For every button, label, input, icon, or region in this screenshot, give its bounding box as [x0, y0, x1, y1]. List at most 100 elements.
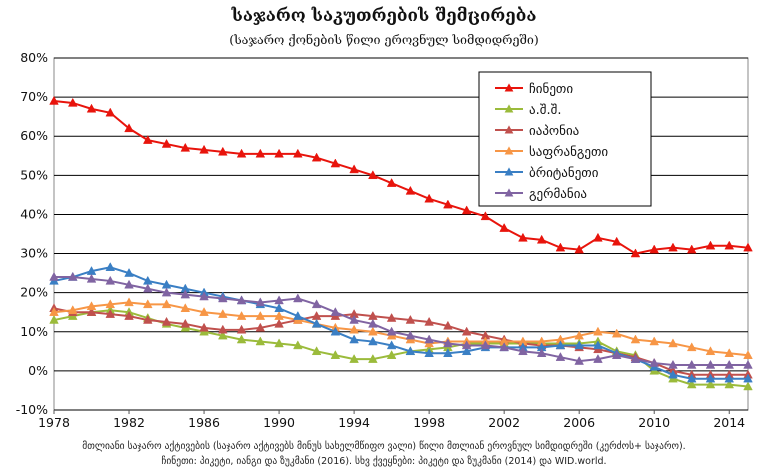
- data-point: [443, 320, 453, 330]
- series-line: [53, 307, 748, 376]
- data-point: [86, 301, 97, 311]
- data-point: [49, 271, 59, 281]
- data-point: [518, 232, 528, 242]
- data-point: [274, 303, 284, 313]
- data-point: [405, 314, 416, 324]
- data-point: [555, 352, 566, 361]
- data-point: [199, 144, 209, 154]
- legend-marker: [504, 146, 514, 155]
- x-tick-label: 2010: [638, 415, 670, 430]
- data-point: [593, 354, 603, 363]
- data-point: [49, 95, 59, 105]
- data-point: [311, 346, 322, 356]
- data-point: [705, 240, 716, 250]
- legend-item: გერმანია: [495, 187, 587, 202]
- x-tick-label: 1994: [338, 415, 370, 430]
- data-point: [330, 326, 341, 336]
- data-point: [330, 158, 341, 168]
- data-point: [274, 295, 284, 305]
- y-tick-label: 20%: [20, 285, 48, 300]
- footnote-line-1: მთლიანი საჯარო აქტივების (საჯარო აქტივებ…: [82, 441, 686, 452]
- data-point: [199, 322, 209, 332]
- data-point: [293, 148, 303, 158]
- data-point: [386, 340, 397, 350]
- data-point: [86, 103, 97, 113]
- data-point: [180, 303, 191, 313]
- data-point: [105, 262, 116, 271]
- data-point: [161, 299, 172, 309]
- data-point: [293, 293, 303, 303]
- data-point: [611, 328, 622, 338]
- chart-svg: -10% 0% 10% 20% 30% 40% 50% 60% 70% 80% 1978 1982 19…: [16, 50, 753, 430]
- data-point: [686, 373, 697, 383]
- data-point: [686, 359, 697, 369]
- data-point: [218, 293, 228, 303]
- data-point: [368, 326, 378, 336]
- data-point: [424, 316, 434, 326]
- data-point: [236, 311, 247, 320]
- legend-item: იაპონია: [495, 124, 579, 139]
- data-point: [236, 324, 247, 334]
- data-point: [218, 309, 228, 318]
- legend-box: [478, 71, 652, 207]
- data-point: [518, 346, 528, 356]
- x-tick-label: 1986: [188, 415, 220, 430]
- data-point: [743, 242, 753, 252]
- data-point: [255, 311, 266, 320]
- data-point: [536, 234, 547, 244]
- y-tick-label: 80%: [20, 50, 48, 65]
- data-point: [349, 324, 359, 334]
- legend-item: ბრიტანეთი: [495, 166, 599, 181]
- data-point: [67, 97, 78, 107]
- legend-marker: [504, 83, 514, 92]
- legend-item: ა.შ.შ.: [495, 103, 561, 118]
- legend-marker: [504, 125, 514, 134]
- data-point: [236, 295, 247, 305]
- data-point: [724, 348, 735, 357]
- data-point: [443, 338, 453, 348]
- data-point: [349, 334, 359, 344]
- data-point: [368, 336, 378, 346]
- data-point: [180, 289, 191, 299]
- data-point: [293, 340, 303, 350]
- data-point: [293, 311, 303, 320]
- data-point: [443, 199, 453, 209]
- data-point: [180, 318, 191, 328]
- data-point: [574, 355, 584, 365]
- legend-label: გერმანია: [529, 187, 587, 202]
- y-tick-label: 60%: [20, 128, 48, 143]
- data-point: [368, 318, 378, 328]
- series-4: [49, 297, 753, 359]
- data-point: [499, 223, 509, 232]
- data-point: [105, 299, 116, 309]
- data-point: [499, 342, 509, 352]
- data-point: [368, 170, 378, 180]
- data-point: [218, 324, 228, 334]
- y-tick-label: 30%: [20, 246, 48, 261]
- data-point: [274, 338, 284, 348]
- y-tick-label: 50%: [20, 167, 48, 182]
- data-point: [142, 135, 153, 144]
- data-point: [405, 330, 416, 340]
- data-point: [330, 350, 341, 359]
- data-point: [124, 267, 134, 277]
- data-point: [199, 291, 209, 301]
- data-point: [255, 336, 266, 346]
- data-point: [49, 314, 59, 324]
- data-point: [349, 164, 359, 174]
- data-point: [574, 340, 584, 350]
- data-point: [461, 340, 472, 350]
- data-point: [86, 273, 97, 283]
- data-point: [630, 248, 641, 258]
- data-point: [274, 311, 284, 320]
- legend-item: ჩინეთი: [495, 82, 573, 97]
- data-point: [124, 123, 134, 133]
- data-point: [67, 305, 78, 314]
- y-tick-label: 40%: [20, 206, 48, 221]
- footnote-line-2: ჩინეთი: პიკეტი, იანგი და ზუკმანი (2016).…: [161, 456, 607, 467]
- data-point: [124, 279, 134, 289]
- data-point: [593, 326, 603, 336]
- data-point: [668, 359, 678, 369]
- chart-title: საჯარო საკუთრების შემცირება: [231, 6, 537, 26]
- legend-label: ბრიტანეთი: [529, 166, 599, 181]
